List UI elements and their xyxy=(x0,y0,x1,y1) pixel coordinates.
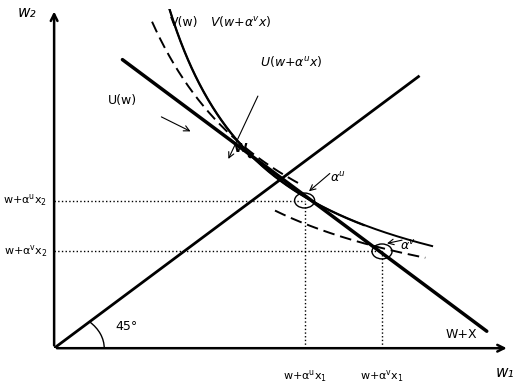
Text: W: W xyxy=(234,142,248,155)
Text: V(w): V(w) xyxy=(170,16,198,29)
Text: U(w): U(w) xyxy=(108,94,137,107)
Text: w₂: w₂ xyxy=(17,5,36,20)
Text: $U(w{+}\alpha^u x)$: $U(w{+}\alpha^u x)$ xyxy=(260,54,322,69)
Text: $\alpha^u$: $\alpha^u$ xyxy=(330,171,346,185)
Text: W+X: W+X xyxy=(446,328,477,341)
Text: $\mathsf{w{+}\alpha^v x_2}$: $\mathsf{w{+}\alpha^v x_2}$ xyxy=(4,244,47,259)
Text: $\alpha^v$: $\alpha^v$ xyxy=(400,239,416,253)
Text: $\mathsf{w{+}\alpha^u x_1}$: $\mathsf{w{+}\alpha^u x_1}$ xyxy=(283,369,326,384)
Text: $\mathsf{w{+}\alpha^v x_1}$: $\mathsf{w{+}\alpha^v x_1}$ xyxy=(360,369,404,384)
Text: 45°: 45° xyxy=(116,320,138,332)
Text: $V(w{+}\alpha^v x)$: $V(w{+}\alpha^v x)$ xyxy=(210,14,271,29)
Text: $\mathsf{w{+}\alpha^u x_2}$: $\mathsf{w{+}\alpha^u x_2}$ xyxy=(3,193,47,208)
Text: w₁: w₁ xyxy=(496,365,514,380)
